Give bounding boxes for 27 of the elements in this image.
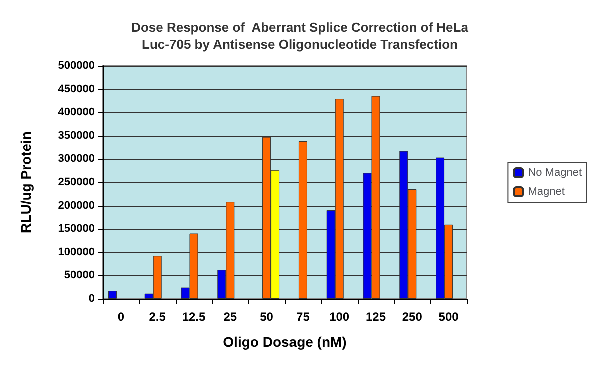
x-tick-label: 100 bbox=[330, 310, 350, 324]
y-tick-label: 300000 bbox=[58, 153, 95, 166]
x-tick-label: 12.5 bbox=[182, 310, 206, 324]
y-tick-label: 50000 bbox=[64, 270, 95, 282]
y-tick-label: 400000 bbox=[58, 106, 95, 119]
y-tick-label: 0 bbox=[88, 293, 95, 305]
y-tick-label: 100000 bbox=[58, 246, 95, 258]
y-tick-label: 200000 bbox=[58, 200, 95, 212]
x-tick-label: 125 bbox=[366, 310, 386, 324]
y-tick-label: 450000 bbox=[58, 83, 95, 96]
legend-label: No Magnet bbox=[528, 167, 582, 179]
x-tick-label: 75 bbox=[296, 310, 310, 324]
bar bbox=[108, 291, 117, 299]
x-tick-label: 50 bbox=[260, 310, 274, 324]
legend-label: Magnet bbox=[528, 186, 565, 198]
y-axis-title: RLU/ug Protein bbox=[18, 132, 34, 234]
y-tick-label: 500000 bbox=[58, 60, 95, 72]
chart-title: Dose Response of Aberrant Splice Correction of HeLa Luc-705 by Antisense Oligonucleotide Transfection bbox=[132, 20, 470, 52]
x-tick-label: 25 bbox=[224, 310, 238, 324]
x-axis-title: Oligo Dosage (nM) bbox=[223, 334, 347, 350]
x-tick-label: 500 bbox=[438, 310, 460, 324]
x-tick-label: 2.5 bbox=[149, 310, 166, 324]
x-tick-label: 0 bbox=[118, 310, 125, 324]
y-tick-label: 350000 bbox=[58, 130, 95, 142]
x-tick-label: 250 bbox=[402, 310, 423, 324]
y-tick-label: 250000 bbox=[58, 176, 95, 188]
y-tick-label: 150000 bbox=[58, 223, 95, 236]
